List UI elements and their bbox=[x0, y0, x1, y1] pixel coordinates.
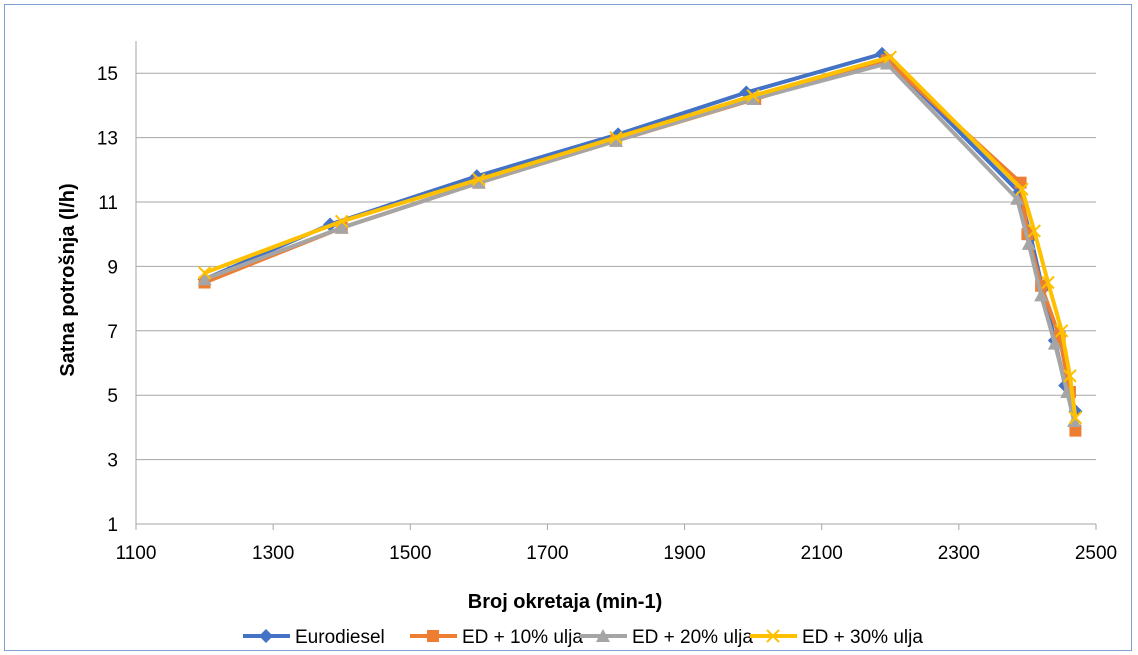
x-tick-label: 2100 bbox=[801, 543, 843, 564]
data-point bbox=[1069, 424, 1082, 437]
y-tick-label: 3 bbox=[107, 451, 118, 472]
x-marker-stroke bbox=[1055, 324, 1069, 338]
legend-item: ED + 10% ulja bbox=[410, 627, 583, 648]
legend-marker bbox=[427, 630, 439, 642]
data-point bbox=[883, 50, 897, 64]
x-marker-stroke bbox=[197, 266, 212, 280]
x-marker-stroke bbox=[1063, 369, 1077, 383]
series-2 bbox=[198, 54, 1082, 437]
data-point bbox=[471, 175, 486, 189]
x-tick-label: 2500 bbox=[1075, 543, 1117, 564]
data-point bbox=[1063, 369, 1077, 383]
legend-marker bbox=[259, 629, 273, 643]
legend-item: ED + 30% ulja bbox=[750, 627, 923, 648]
x-marker-stroke bbox=[1027, 224, 1041, 238]
series-line bbox=[203, 51, 1078, 413]
x-marker-stroke bbox=[1015, 182, 1029, 196]
x-tick-label: 1300 bbox=[252, 543, 294, 564]
series-line bbox=[203, 55, 1078, 418]
data-point bbox=[1021, 236, 1036, 250]
series-line bbox=[203, 58, 1078, 431]
x-marker-stroke bbox=[609, 130, 623, 145]
y-tick-label: 13 bbox=[97, 129, 118, 150]
y-tick-label: 9 bbox=[107, 257, 118, 278]
legend-label: ED + 20% ulja bbox=[632, 627, 753, 648]
series-line bbox=[203, 61, 1077, 422]
data-point bbox=[1055, 324, 1069, 338]
series-4 bbox=[197, 50, 1083, 425]
data-point bbox=[609, 133, 623, 147]
data-point bbox=[472, 172, 486, 187]
y-tick-label: 5 bbox=[107, 386, 118, 407]
x-tick-label: 1900 bbox=[663, 543, 705, 564]
legend-marker bbox=[766, 629, 780, 643]
series-group bbox=[197, 46, 1083, 437]
data-point bbox=[334, 220, 349, 234]
x-marker-stroke bbox=[1068, 411, 1083, 425]
y-axis-title: Satna potrošnja (l/h) bbox=[57, 183, 79, 376]
data-point bbox=[335, 214, 349, 229]
data-point bbox=[746, 89, 760, 103]
data-point bbox=[1010, 191, 1025, 205]
x-marker-stroke bbox=[472, 172, 486, 187]
x-marker-stroke bbox=[883, 50, 897, 64]
y-tick-label: 1 bbox=[107, 515, 118, 536]
x-axis-title: Broj okretaja (min-1) bbox=[468, 591, 662, 613]
data-point bbox=[1027, 224, 1041, 238]
data-point bbox=[1047, 336, 1062, 350]
data-point bbox=[197, 272, 212, 286]
data-point bbox=[1068, 411, 1083, 425]
legend-label: ED + 10% ulja bbox=[462, 627, 583, 648]
y-tick-label: 11 bbox=[98, 193, 118, 214]
x-tick-label: 1500 bbox=[389, 543, 431, 564]
data-point bbox=[746, 91, 761, 105]
data-point bbox=[879, 56, 894, 70]
series-3 bbox=[197, 56, 1082, 427]
x-tick-label: 1100 bbox=[116, 543, 157, 564]
legend-item: Eurodiesel bbox=[243, 627, 385, 648]
data-point bbox=[1041, 275, 1055, 290]
x-tick-label: 1700 bbox=[526, 543, 568, 564]
x-marker-stroke bbox=[335, 214, 349, 229]
x-marker-stroke bbox=[766, 629, 780, 643]
y-tick-label: 7 bbox=[107, 322, 118, 343]
y-tick-label: 15 bbox=[97, 64, 118, 85]
legend-item: ED + 20% ulja bbox=[580, 627, 753, 648]
x-marker-stroke bbox=[1041, 275, 1055, 290]
data-point bbox=[1015, 182, 1029, 196]
x-tick-label: 2300 bbox=[938, 543, 980, 564]
data-point bbox=[609, 130, 623, 145]
data-point bbox=[197, 266, 212, 280]
legend: Eurodiesel ED + 10% ulja ED + 20% ulja ED +… bbox=[243, 627, 923, 648]
legend-label: Eurodiesel bbox=[295, 627, 385, 648]
legend-label: ED + 30% ulja bbox=[802, 627, 923, 648]
x-marker-stroke bbox=[746, 89, 760, 103]
legend-marker bbox=[596, 629, 610, 642]
data-point bbox=[1034, 288, 1049, 302]
